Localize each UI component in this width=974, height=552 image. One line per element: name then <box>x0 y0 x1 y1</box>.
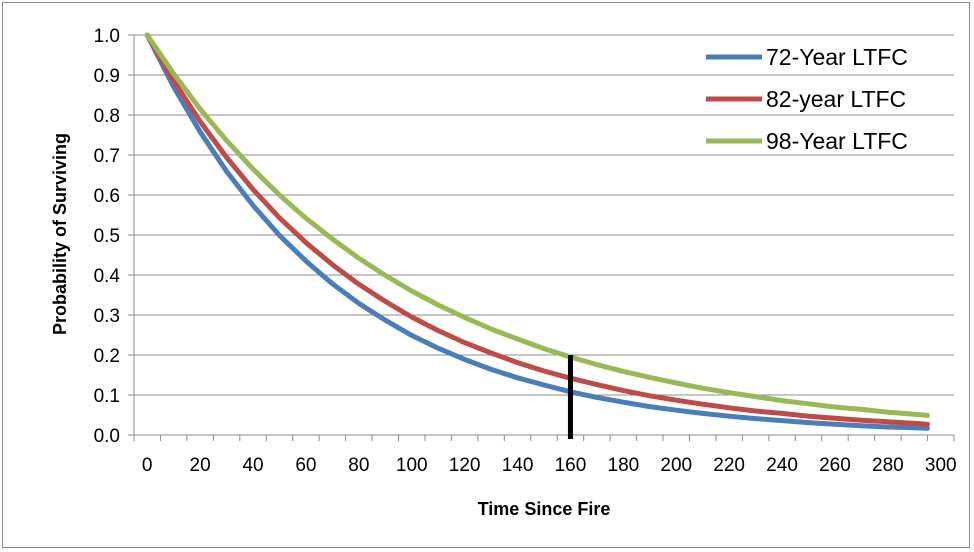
y-tick-label: 0.6 <box>94 186 120 207</box>
series-lines <box>144 32 930 431</box>
legend-item: 82-year LTFC <box>706 86 906 112</box>
x-tick-label: 300 <box>925 455 957 476</box>
x-tick-labels: 0 20 40 60 80 100 120 140 160 180 200 220 240 260 280 3… <box>142 455 957 476</box>
legend: 72-Year LTFC 82-year LTFC 98-Year LTFC <box>706 44 908 154</box>
y-tick-label: 0.4 <box>94 266 121 287</box>
x-tick-label: 100 <box>396 455 428 476</box>
x-tick-label: 40 <box>242 455 263 476</box>
y-axis-title: Probability of Surviving <box>50 133 70 335</box>
legend-label: 98-Year LTFC <box>766 128 908 154</box>
y-tick-label: 0.9 <box>94 66 120 87</box>
x-tick-label: 80 <box>348 455 369 476</box>
x-tick-label: 220 <box>713 455 745 476</box>
x-tick-label: 280 <box>872 455 904 476</box>
y-tick-label: 1.0 <box>94 26 120 47</box>
x-tick-label: 260 <box>819 455 851 476</box>
x-tick-label: 200 <box>660 455 692 476</box>
x-axis-title: Time Since Fire <box>478 499 611 519</box>
x-tick-label: 180 <box>608 455 640 476</box>
series-line <box>144 32 930 427</box>
series-line <box>144 32 930 418</box>
x-tick-label: 0 <box>142 455 153 476</box>
x-tick-label: 240 <box>766 455 798 476</box>
gridlines <box>134 34 954 396</box>
legend-label: 82-year LTFC <box>766 86 906 112</box>
y-tick-label: 0.1 <box>94 386 120 407</box>
legend-label: 72-Year LTFC <box>766 44 908 70</box>
legend-item: 98-Year LTFC <box>706 128 908 154</box>
y-tick-label: 0.0 <box>94 426 120 447</box>
y-tick-label: 0.2 <box>94 346 120 367</box>
x-tick-label: 60 <box>295 455 316 476</box>
x-tick-label: 120 <box>449 455 481 476</box>
axes <box>128 34 955 441</box>
y-tick-label: 0.8 <box>94 106 120 127</box>
x-tick-label: 20 <box>190 455 211 476</box>
y-tick-labels: 0.0 0.1 0.2 0.3 0.4 0.5 0.6 0.7 0.8 0.9 1.0 <box>94 26 121 447</box>
y-tick-label: 0.5 <box>94 226 120 247</box>
y-tick-label: 0.3 <box>94 306 120 327</box>
series-line <box>144 32 930 431</box>
x-tick-label: 160 <box>555 455 587 476</box>
legend-item: 72-Year LTFC <box>706 44 908 70</box>
x-tick-label: 140 <box>502 455 534 476</box>
y-tick-label: 0.7 <box>94 146 120 167</box>
